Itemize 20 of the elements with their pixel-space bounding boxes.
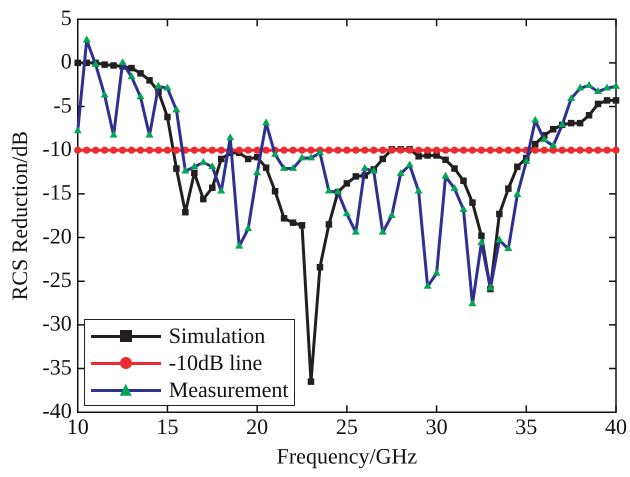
y-tick-label: 0	[60, 48, 72, 74]
y-tick-label: -5	[53, 92, 72, 118]
x-tick-label: 15	[156, 414, 178, 440]
y-tick-label: -20	[42, 223, 72, 248]
x-tick-label: 35	[515, 414, 538, 440]
x-tick-label: 30	[426, 414, 448, 440]
legend-label: Measurement	[168, 376, 288, 403]
legend-label: -10dB line	[168, 350, 262, 376]
x-tick-label: 40	[605, 414, 627, 440]
legend-label: Simulation	[168, 322, 266, 349]
y-tick-label: -35	[42, 354, 72, 380]
y-tick-label: -15	[42, 180, 72, 205]
x-tick-label: 20	[246, 414, 268, 440]
x-tick-label: 25	[336, 414, 358, 440]
y-tick-label: -10	[42, 136, 72, 161]
y-tick-label: 5	[60, 4, 72, 30]
x-axis-title: Frequency/GHz	[276, 444, 418, 469]
y-tick-label: -25	[42, 266, 72, 292]
y-axis-title: RCS Reduction/dB	[6, 131, 32, 300]
y-tick-label: -30	[42, 310, 72, 336]
